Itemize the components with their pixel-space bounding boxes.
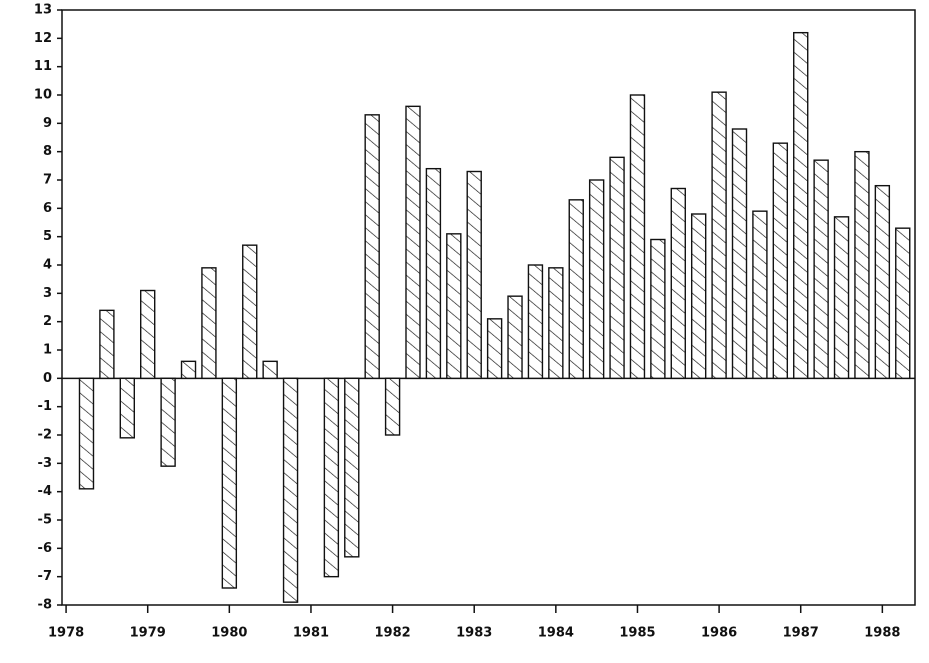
bar [895,227,911,380]
y-tick-label: -6 [38,541,52,556]
bar [140,289,156,380]
x-tick-label: 1983 [456,626,492,641]
bar [813,159,829,380]
y-tick-label: 9 [43,116,52,131]
y-tick-label: -4 [38,484,52,499]
bar [752,210,768,380]
y-tick-label: 0 [43,371,52,386]
x-tick-label: 1984 [538,626,574,641]
y-tick-label: 4 [43,258,52,273]
bar [446,233,462,380]
y-tick-label: 8 [43,144,52,159]
bar [384,377,401,436]
x-tick-label: 1980 [211,626,247,641]
y-tick-label: 11 [34,59,52,74]
x-tick-label: 1978 [48,626,84,641]
bar [119,377,136,439]
x-tick-label: 1987 [783,626,819,641]
bar [364,114,380,380]
bar [793,31,809,380]
x-tick-label: 1981 [293,626,329,641]
y-tick-label: -3 [38,456,52,471]
bar [527,264,544,380]
y-tick-label: 2 [43,314,52,329]
bar [588,179,605,380]
bar [731,128,748,380]
y-tick-label: 1 [43,343,52,358]
y-tick-label: 5 [43,229,52,244]
bar [201,267,217,380]
bar [282,377,299,603]
bar [507,295,523,380]
bar [854,150,870,380]
bar [425,167,442,380]
bar [548,267,564,380]
bar [772,142,789,380]
y-tick-label: 12 [34,31,52,46]
x-tick-label: 1988 [864,626,900,641]
bar [405,105,421,380]
bar [180,360,197,380]
bar [833,216,850,380]
y-tick-label: -8 [38,598,52,613]
y-tick-label: -5 [38,513,52,528]
bar [670,187,686,380]
bar [568,199,584,380]
x-tick-label: 1982 [374,626,410,641]
bar [609,156,625,380]
bar [874,184,891,380]
bar [323,377,340,578]
bar [221,377,238,589]
bar [160,377,176,467]
bar [629,94,646,380]
y-tick-label: -1 [38,399,52,414]
y-tick-label: 10 [34,88,52,103]
x-tick-label: 1985 [619,626,655,641]
bar [466,170,482,380]
bar [650,238,666,380]
bar [99,309,115,380]
bar [344,377,360,558]
bar [690,213,707,380]
y-tick-label: -2 [38,428,52,443]
bar [711,91,727,380]
bar [242,244,258,380]
y-tick-label: 6 [43,201,52,216]
y-tick-label: 13 [34,3,52,18]
bar [262,360,278,380]
y-tick-label: 7 [43,173,52,188]
plot-frame [61,9,916,606]
x-tick-label: 1979 [130,626,166,641]
bar [78,377,95,490]
y-tick-label: -7 [38,569,52,584]
y-tick-label: 3 [43,286,52,301]
x-tick-label: 1986 [701,626,737,641]
bar [486,318,503,380]
